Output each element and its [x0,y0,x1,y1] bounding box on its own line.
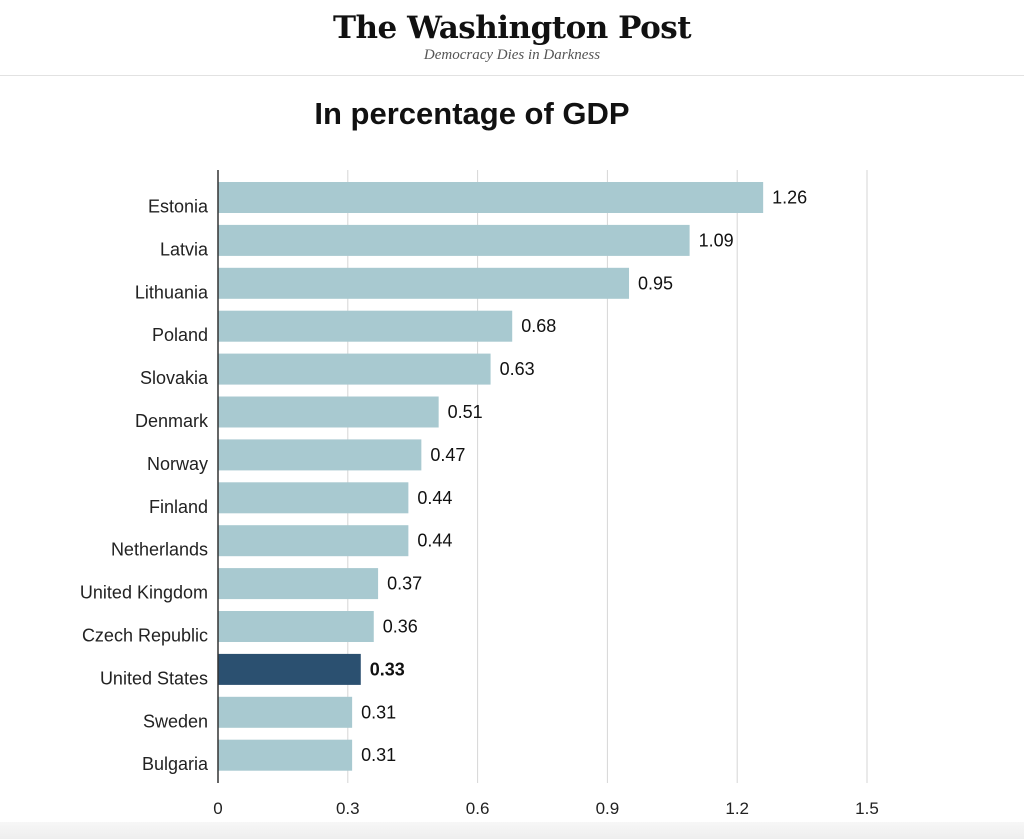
category-label: Latvia [160,239,209,259]
category-label: United States [100,668,208,688]
value-label: 0.47 [430,445,465,465]
value-label: 0.44 [417,488,452,508]
category-label: Poland [152,325,208,345]
bar [218,525,409,557]
bar [218,182,764,213]
value-label: 0.51 [448,402,483,422]
bar [218,653,361,685]
category-label: Estonia [148,197,209,217]
value-label: 0.31 [361,745,396,765]
category-label: Lithuania [135,282,209,302]
x-tick-label: 1.2 [725,799,749,818]
category-label: Bulgaria [142,754,209,774]
value-label: 1.26 [772,188,807,208]
value-label: 0.36 [383,617,418,637]
value-label: 0.44 [417,531,452,551]
category-label: Slovakia [140,368,209,388]
category-label: Sweden [143,711,208,731]
value-label: 0.37 [387,574,422,594]
x-tick-label: 0.6 [466,799,490,818]
value-label: 0.95 [638,273,673,293]
masthead-tagline: Democracy Dies in Darkness [423,47,601,63]
chart-title: In percentage of GDP [314,96,630,131]
bar [218,611,374,642]
bar [218,267,630,299]
value-label: 1.09 [699,230,734,250]
bottom-edge [0,822,1024,839]
value-label: 0.63 [500,359,535,379]
masthead-logo[interactable]: The Washington Post [332,10,692,46]
x-tick-label: 0.9 [596,799,620,818]
bar [218,739,353,771]
category-label: Czech Republic [82,626,208,646]
bar [218,310,513,342]
bar [218,224,690,256]
category-label: Finland [149,497,208,517]
category-label: Denmark [135,411,209,431]
value-label: 0.31 [361,702,396,722]
x-tick-label: 0.3 [336,799,360,818]
value-label: 0.68 [521,316,556,336]
category-label: United Kingdom [80,583,208,603]
x-tick-label: 0 [213,799,222,818]
bar [218,482,409,514]
category-label: Norway [147,454,208,474]
bar [218,696,353,728]
category-label: Netherlands [111,540,208,560]
bar [218,439,422,471]
value-label: 0.33 [370,659,405,679]
bar [218,568,379,600]
masthead: The Washington Post Democracy Dies in Da… [0,0,1024,76]
bar [218,396,439,428]
x-tick-label: 1.5 [855,799,879,818]
bar [218,353,491,385]
